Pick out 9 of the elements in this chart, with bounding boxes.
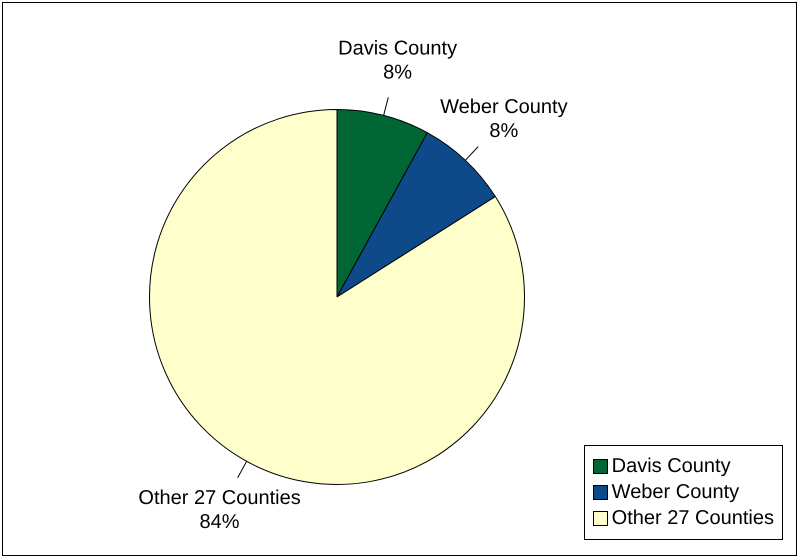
slice-label: Other 27 Counties bbox=[138, 487, 301, 510]
slice-label: Davis County bbox=[338, 37, 458, 60]
data-label: 8% bbox=[489, 120, 519, 142]
slice-label: Weber County bbox=[440, 96, 568, 118]
data-label: 8% bbox=[383, 61, 412, 84]
legend-label: Other 27 Counties bbox=[612, 507, 774, 530]
legend-label: Weber County bbox=[612, 481, 740, 504]
data-label: 84% bbox=[200, 511, 240, 534]
legend-label: Davis County bbox=[612, 455, 731, 478]
